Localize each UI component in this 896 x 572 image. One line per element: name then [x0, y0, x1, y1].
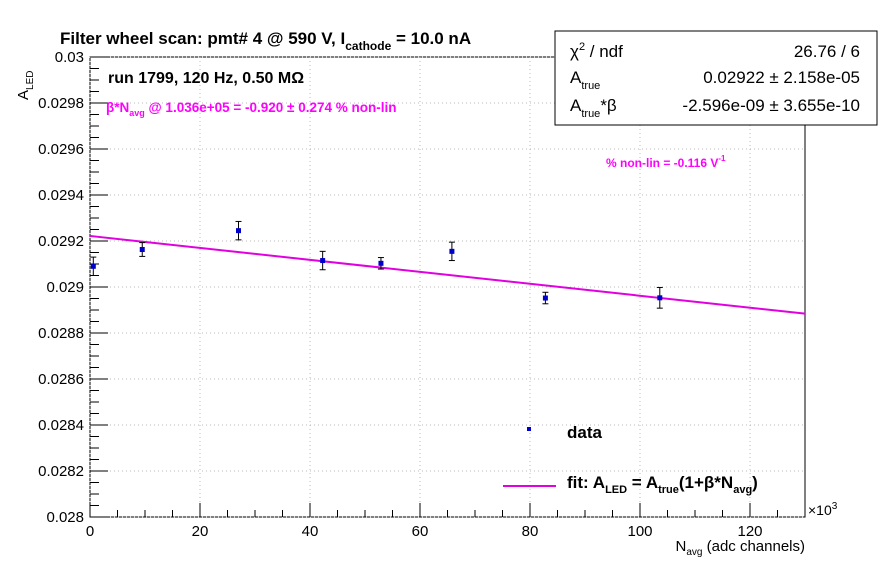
stats-value-chi2: 26.76 / 6: [794, 42, 860, 61]
x-tick-label: 60: [412, 523, 429, 540]
data-point: [449, 248, 455, 254]
data-point: [542, 295, 548, 301]
x-tick-label: 80: [522, 523, 539, 540]
stats-label-atrue: Atrue: [570, 68, 600, 92]
stats-value-atrue: 0.02922 ± 2.158e-05: [703, 68, 860, 87]
x-tick-label: 40: [302, 523, 319, 540]
data-point: [657, 295, 663, 301]
x-tick-label: 120: [737, 523, 762, 540]
stats-box: χ2 / ndf 26.76 / 6 Atrue 0.02922 ± 2.158…: [554, 30, 878, 126]
data-point: [139, 247, 145, 253]
y-tick-label: 0.0284: [38, 417, 84, 434]
y-tick-label: 0.0296: [38, 141, 84, 158]
beta-annotation: β*Navg @ 1.036e+05 = -0.920 ± 0.274 % no…: [106, 100, 396, 118]
x-axis-label: Navg (adc channels): [675, 538, 805, 558]
legend-data-label: data: [567, 423, 603, 442]
stats-label-chi2: χ2 / ndf: [570, 41, 623, 61]
y-tick-label: 0.028: [46, 509, 84, 526]
x-tick-label: 20: [192, 523, 209, 540]
data-point: [378, 260, 384, 266]
y-tick-label: 0.0288: [38, 325, 84, 342]
legend-fit-label: fit: ALED = Atrue(1+β*Navg): [567, 473, 758, 496]
data-point: [320, 258, 326, 264]
data-point: [236, 228, 241, 234]
y-tick-label: 0.029: [46, 279, 84, 296]
y-tick-label: 0.0298: [38, 95, 84, 112]
y-tick-label: 0.0294: [38, 187, 84, 204]
chart-title: Filter wheel scan: pmt# 4 @ 590 V, Icath…: [60, 29, 471, 53]
stats-value-atrue-beta: -2.596e-09 ± 3.655e-10: [682, 96, 860, 115]
y-tick-label: 0.0292: [38, 233, 84, 250]
fit-line: [89, 234, 806, 315]
legend-data-marker: [527, 427, 531, 431]
x-axis-multiplier: ×103: [808, 501, 838, 518]
data-point: [90, 263, 96, 269]
fit-layer: [89, 234, 806, 315]
x-tick-label: 100: [627, 523, 652, 540]
plot-frame: [89, 56, 806, 518]
x-tick-label: 0: [86, 523, 94, 540]
axis-ticks: 0.028 0.0282 0.0284 0.0286 0.0288 0.029 0.0292…: [38, 49, 806, 540]
y-tick-label: 0.03: [55, 49, 84, 66]
run-info: run 1799, 120 Hz, 0.50 MΩ: [108, 70, 304, 87]
grid-lines: [89, 56, 805, 518]
y-axis-label: ALED: [15, 71, 36, 100]
stats-label-atrue-beta: Atrue*β: [570, 96, 617, 120]
nonlin-slope-annotation: % non-lin = -0.116 V-1: [606, 154, 726, 170]
data-layer: [90, 220, 663, 309]
legend: data fit: ALED = Atrue(1+β*Navg): [503, 423, 758, 496]
stats-box-frame: [554, 30, 878, 126]
y-tick-label: 0.0282: [38, 463, 84, 480]
y-tick-label: 0.0286: [38, 371, 84, 388]
